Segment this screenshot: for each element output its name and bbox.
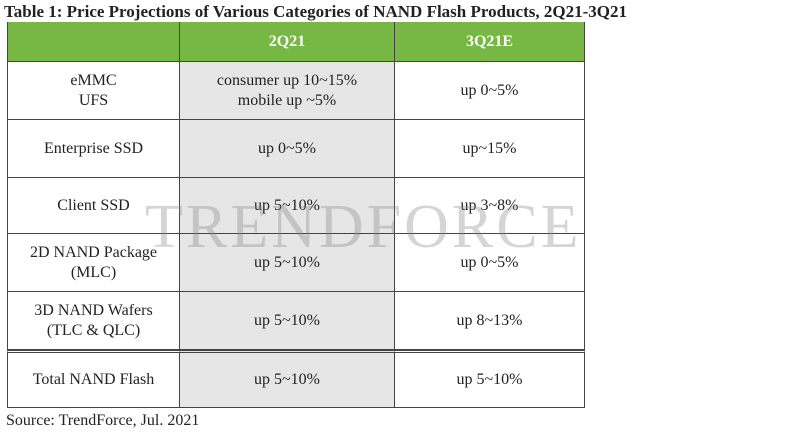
cell-text: up 5~10% <box>254 196 320 214</box>
table-cell: up~15% <box>395 120 585 178</box>
cell-text: up 0~5% <box>460 253 519 271</box>
cell-text: up 8~13% <box>456 311 523 329</box>
header-cell: 3Q21E <box>395 22 585 62</box>
cell-text: Total NAND Flash <box>32 371 155 388</box>
cell-text: mobile up ~5% <box>237 91 337 109</box>
table-cell: up 5~10% <box>180 178 395 234</box>
source-note: Source: TrendForce, Jul. 2021 <box>6 412 200 429</box>
header-text: 3Q21E <box>465 32 514 50</box>
cell-text: 3D NAND Wafers <box>34 301 153 319</box>
table-cell: up 0~5% <box>395 62 585 120</box>
table-cell: up 0~5% <box>395 234 585 292</box>
cell-text: up~15% <box>462 139 517 157</box>
cell-text: UFS <box>78 91 109 109</box>
cell-text: up 0~5% <box>460 81 519 99</box>
table-cell: 2D NAND Package (MLC) <box>7 234 180 292</box>
cell-text: up 5~10% <box>254 253 320 271</box>
table-title: Table 1: Price Projections of Various Ca… <box>4 2 627 21</box>
table-cell: up 3~8% <box>395 178 585 234</box>
cell-text: Enterprise SSD <box>43 139 144 157</box>
table-cell: up 8~13% <box>395 292 585 350</box>
table-cell: up 5~10% <box>180 292 395 350</box>
table-cell: 3D NAND Wafers (TLC & QLC) <box>7 292 180 350</box>
cell-text: (MLC) <box>70 263 117 281</box>
table-cell: up 0~5% <box>180 120 395 178</box>
cell-text: up 0~5% <box>258 139 316 157</box>
header-cell: 2Q21 <box>180 22 395 62</box>
table-cell: Total NAND Flash <box>7 350 180 408</box>
table-cell: Client SSD <box>7 178 180 234</box>
cell-text: Client SSD <box>57 196 130 214</box>
cell-text: up 3~8% <box>460 196 519 214</box>
header-text: 2Q21 <box>268 32 306 50</box>
cell-text: up 5~10% <box>254 311 320 329</box>
header-cell <box>7 22 180 62</box>
table-cell: up 5~10% <box>180 234 395 292</box>
table-cell: up 5~10% <box>180 350 395 408</box>
cell-text: consumer up 10~15% <box>216 71 358 89</box>
table-cell: Enterprise SSD <box>7 120 180 178</box>
table: 2Q21 3Q21E eMMC UFS consumer up 10~15% mobile… <box>7 22 585 408</box>
cell-text: (TLC & QLC) <box>46 321 141 339</box>
table-cell: eMMC UFS <box>7 62 180 120</box>
cell-text: up 5~10% <box>456 371 523 388</box>
table-cell: up 5~10% <box>395 350 585 408</box>
table-cell: consumer up 10~15% mobile up ~5% <box>180 62 395 120</box>
cell-text: up 5~10% <box>254 371 320 388</box>
cell-text: eMMC <box>70 71 117 89</box>
cell-text: 2D NAND Package <box>29 243 158 261</box>
